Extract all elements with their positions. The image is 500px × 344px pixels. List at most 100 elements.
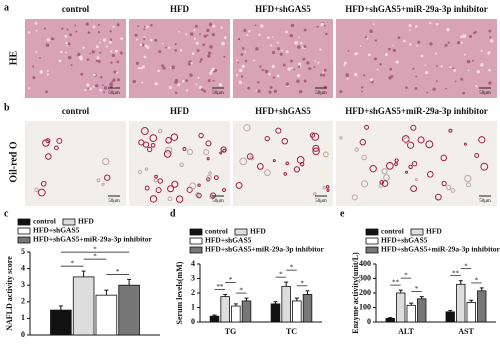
lipid-droplet [383, 174, 391, 181]
tissue-dot [314, 60, 317, 62]
panel-label: a [4, 2, 9, 13]
tissue-dot [361, 90, 363, 93]
column-header: HFD+shGAS5+miR-29a-3p inhibitor [345, 106, 488, 116]
legend-swatch [189, 246, 203, 254]
tissue-dot [119, 51, 123, 55]
legend-swatch [234, 228, 248, 236]
tissue-dot [480, 63, 484, 67]
tissue-dot [287, 67, 291, 71]
tissue-dot [445, 87, 447, 90]
column-header: HFD [170, 4, 189, 14]
y-axis-label: Enzyme activity(unit/L) [351, 252, 360, 334]
tissue-dot [248, 30, 251, 33]
tissue-dot [244, 59, 248, 63]
tissue-dot [392, 48, 396, 52]
tissue-dot [306, 61, 310, 65]
tissue-dot [277, 41, 280, 44]
column-header: HFD+shGAS5+miR-29a-3p inhibitor [345, 4, 488, 14]
tissue-dot [179, 48, 183, 52]
lipid-droplet [34, 187, 39, 193]
tissue-dot [414, 87, 418, 90]
tissue-dot [70, 64, 73, 67]
bar [456, 283, 466, 323]
tissue-dot [97, 23, 100, 26]
tissue-dot [414, 26, 417, 28]
tissue-dot [254, 24, 257, 27]
tissue-dot [146, 45, 150, 49]
tissue-dot [298, 90, 303, 94]
tissue-dot [65, 51, 67, 54]
lipid-droplet [235, 181, 243, 189]
lipid-droplet [167, 196, 173, 202]
tissue-dot [432, 87, 436, 91]
lipid-droplet [149, 134, 158, 143]
bar [406, 304, 416, 323]
tissue-dot [158, 50, 162, 54]
lipid-droplet [239, 157, 248, 166]
tissue-dot [323, 68, 327, 72]
tissue-dot [99, 88, 103, 92]
lipid-droplet [155, 187, 162, 194]
tissue-dot [237, 61, 240, 64]
tissue-dot [132, 79, 137, 84]
tissue-dot [203, 89, 207, 93]
tissue-dot [209, 71, 213, 75]
tissue-dot [140, 66, 143, 70]
tissue-dot [187, 62, 192, 66]
lipid-droplet [369, 164, 377, 173]
tissue-dot [297, 65, 301, 68]
tissue-dot [446, 28, 450, 32]
tissue-dot [360, 86, 364, 89]
tissue-dot [191, 52, 195, 55]
lipid-droplet [360, 180, 369, 188]
lipid-droplet [206, 157, 210, 161]
tissue-dot [238, 80, 243, 84]
tissue-dot [35, 50, 38, 53]
tissue-dot [259, 65, 262, 68]
lipid-droplet [407, 141, 415, 149]
legend-swatch [365, 246, 379, 254]
lipid-droplet [198, 132, 204, 139]
tissue-dot [339, 89, 343, 94]
row-label: Oil-red O [8, 141, 19, 182]
lipid-droplet [464, 174, 472, 183]
lipid-droplet [326, 188, 330, 192]
tissue-dot [241, 47, 245, 50]
lipid-droplet [170, 133, 179, 141]
tissue-dot [299, 65, 302, 68]
tissue-dot [97, 60, 101, 64]
lipid-droplet [165, 137, 172, 144]
tissue-dot [103, 86, 108, 90]
tissue-dot [193, 29, 196, 32]
tissue-dot [66, 28, 69, 31]
tissue-dot [426, 91, 428, 94]
tissue-dot [112, 25, 115, 29]
lipid-droplet [149, 195, 158, 203]
tissue-dot [289, 59, 293, 63]
tissue-dot [211, 67, 216, 72]
tissue-dot [271, 51, 276, 55]
tissue-dot [161, 64, 164, 67]
tissue-dot [317, 61, 320, 64]
tissue-dot [157, 69, 160, 73]
tissue-dot [89, 87, 93, 90]
tissue-dot [454, 80, 457, 83]
tissue-dot [343, 64, 346, 67]
tissue-dot [262, 69, 265, 71]
lipid-droplet [322, 151, 329, 158]
tissue-dot [198, 85, 203, 90]
tissue-dot [120, 37, 124, 41]
tissue-dot [285, 82, 290, 86]
tissue-dot [197, 76, 200, 79]
tissue-dot [168, 46, 171, 49]
tissue-dot [46, 69, 49, 72]
tissue-dot [363, 74, 366, 77]
lipid-droplet [325, 185, 330, 189]
significance-mark: * [116, 268, 120, 276]
lipid-droplet [138, 139, 145, 146]
lipid-droplet [272, 159, 276, 163]
lipid-droplet [205, 140, 212, 147]
significance-mark: * [71, 260, 75, 268]
tissue-dot [488, 29, 492, 33]
bar [50, 309, 72, 336]
